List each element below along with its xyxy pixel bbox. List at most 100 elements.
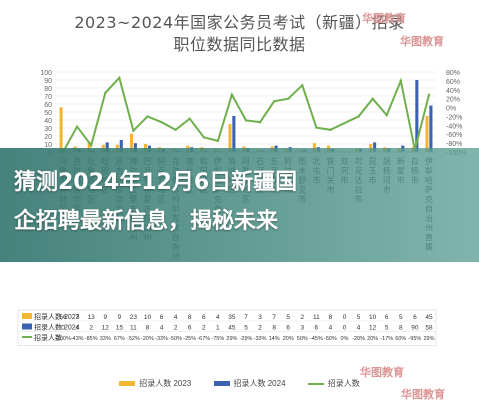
table-cell: 14% (269, 336, 280, 342)
table-cell: 15 (116, 325, 124, 332)
table-cell: -67% (197, 336, 210, 342)
point-ratio (118, 76, 121, 79)
headline-banner: 猜测2024年12月6日新疆国 企招聘最新信息，揭秘未来 (0, 148, 479, 262)
legend-item-ratio: 招录人数 (307, 378, 360, 389)
point-ratio (385, 113, 388, 117)
table-cell: 35 (228, 314, 236, 321)
table-cell: 5 (385, 325, 389, 332)
table-cell: -43% (71, 336, 84, 342)
left-tick-label: 10 (44, 142, 52, 149)
table-row-label: 招录人数 (34, 333, 62, 342)
table-cell: 6 (160, 314, 164, 321)
table-cell: 90 (411, 325, 419, 332)
table-cell: 9 (118, 314, 122, 321)
point-ratio (202, 136, 205, 139)
bar-2024 (119, 140, 123, 152)
bar-2024 (415, 80, 419, 152)
table-cell: -100% (55, 336, 71, 342)
table-cell: 5 (244, 325, 248, 332)
point-ratio (146, 115, 149, 118)
table-cell: 0 (61, 325, 65, 332)
table-cell: 8 (272, 325, 276, 332)
point-ratio (329, 128, 332, 131)
table-cell: 0 (343, 325, 347, 332)
table-cell: 45 (425, 314, 433, 321)
point-ratio (371, 97, 374, 100)
bar-2023 (312, 143, 316, 152)
legend-label-ratio: 招录人数 (327, 379, 360, 388)
point-ratio (89, 144, 93, 147)
table-cell: 60% (395, 336, 406, 342)
point-ratio (258, 121, 262, 124)
table-cell: 10 (369, 314, 377, 321)
bar-2023 (87, 141, 91, 152)
watermark: 华图教育 (401, 389, 445, 401)
legend-label-2024: 招录人数 2024 (233, 379, 286, 388)
bar-2024 (133, 143, 137, 152)
table-cell: 12 (369, 325, 377, 332)
left-tick-label: 60 (44, 102, 52, 109)
table-cell: 8 (399, 325, 403, 332)
table-cell: 7 (75, 314, 79, 321)
table-cell: -50% (169, 336, 182, 342)
watermark: 华图教育 (400, 36, 444, 48)
right-tick-label: 20% (446, 97, 460, 104)
table-cell: 20% (283, 336, 294, 342)
chart-legend: 招录人数 2023 招录人数 2024 招录人数 (0, 378, 479, 389)
point-ratio (216, 139, 220, 143)
point-ratio (357, 115, 360, 118)
table-cell: 58 (425, 325, 433, 332)
table-cell: -45% (310, 336, 323, 342)
table-cell: 2 (174, 325, 178, 332)
table-cell: 4 (75, 325, 79, 332)
table-cell: 9 (103, 314, 107, 321)
headline-line2: 企招聘最新信息，揭秘未来 (14, 209, 279, 234)
table-cell: 29% (226, 336, 237, 342)
table-cell: 67% (114, 336, 125, 342)
right-tick-label: 0% (446, 106, 456, 113)
table-cell: 20% (367, 336, 378, 342)
table-cell: 4 (216, 314, 220, 321)
table-cell: -75% (211, 336, 224, 342)
table-cell: 4 (329, 325, 333, 332)
table-cell: 8 (188, 314, 192, 321)
table-cell: 6 (413, 314, 417, 321)
right-tick-label: 60% (446, 79, 460, 86)
right-tick-label: -80% (446, 141, 462, 148)
table-cell: 29% (423, 336, 434, 342)
table-cell: 3 (258, 314, 262, 321)
table-cell: 0% (341, 336, 349, 342)
data-table-border (17, 309, 437, 346)
table-cell: -33% (254, 336, 267, 342)
left-tick-label: 40 (44, 118, 52, 125)
point-ratio (301, 84, 304, 87)
right-tick-label: 40% (446, 88, 460, 95)
table-cell: 23 (130, 314, 138, 321)
point-ratio (188, 117, 191, 120)
table-cell: 4 (357, 325, 361, 332)
table-cell: -52% (127, 336, 140, 342)
table-row-swatch (22, 323, 32, 330)
table-cell: 0 (343, 314, 347, 321)
table-cell: 1 (216, 325, 220, 332)
legend-item-2023: 招录人数 2023 (119, 378, 191, 389)
legend-item-2024: 招录人数 2024 (213, 378, 286, 389)
right-tick-label: -60% (446, 132, 462, 139)
table-cell: 13 (88, 314, 96, 321)
right-tick-label: -40% (446, 123, 462, 130)
table-cell: 45 (228, 325, 236, 332)
bar-2023 (228, 124, 232, 152)
table-cell: 11 (313, 314, 320, 321)
table-cell: -29% (240, 336, 253, 342)
legend-swatch-ratio (307, 382, 324, 385)
table-cell: 7 (244, 314, 248, 321)
point-ratio (427, 93, 431, 96)
table-cell: 6 (286, 325, 290, 332)
table-cell: 3 (300, 325, 304, 332)
table-cell: -20% (141, 336, 154, 342)
table-row-label: 招录人数 2024 (34, 323, 80, 332)
table-cell: 5 (399, 314, 403, 321)
point-ratio (399, 79, 403, 83)
bar-2024 (373, 142, 377, 152)
table-cell: 2 (202, 325, 206, 332)
